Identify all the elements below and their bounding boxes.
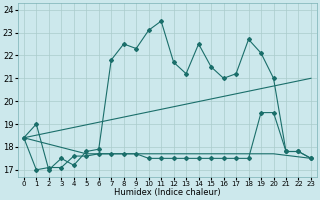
- X-axis label: Humidex (Indice chaleur): Humidex (Indice chaleur): [114, 188, 221, 197]
